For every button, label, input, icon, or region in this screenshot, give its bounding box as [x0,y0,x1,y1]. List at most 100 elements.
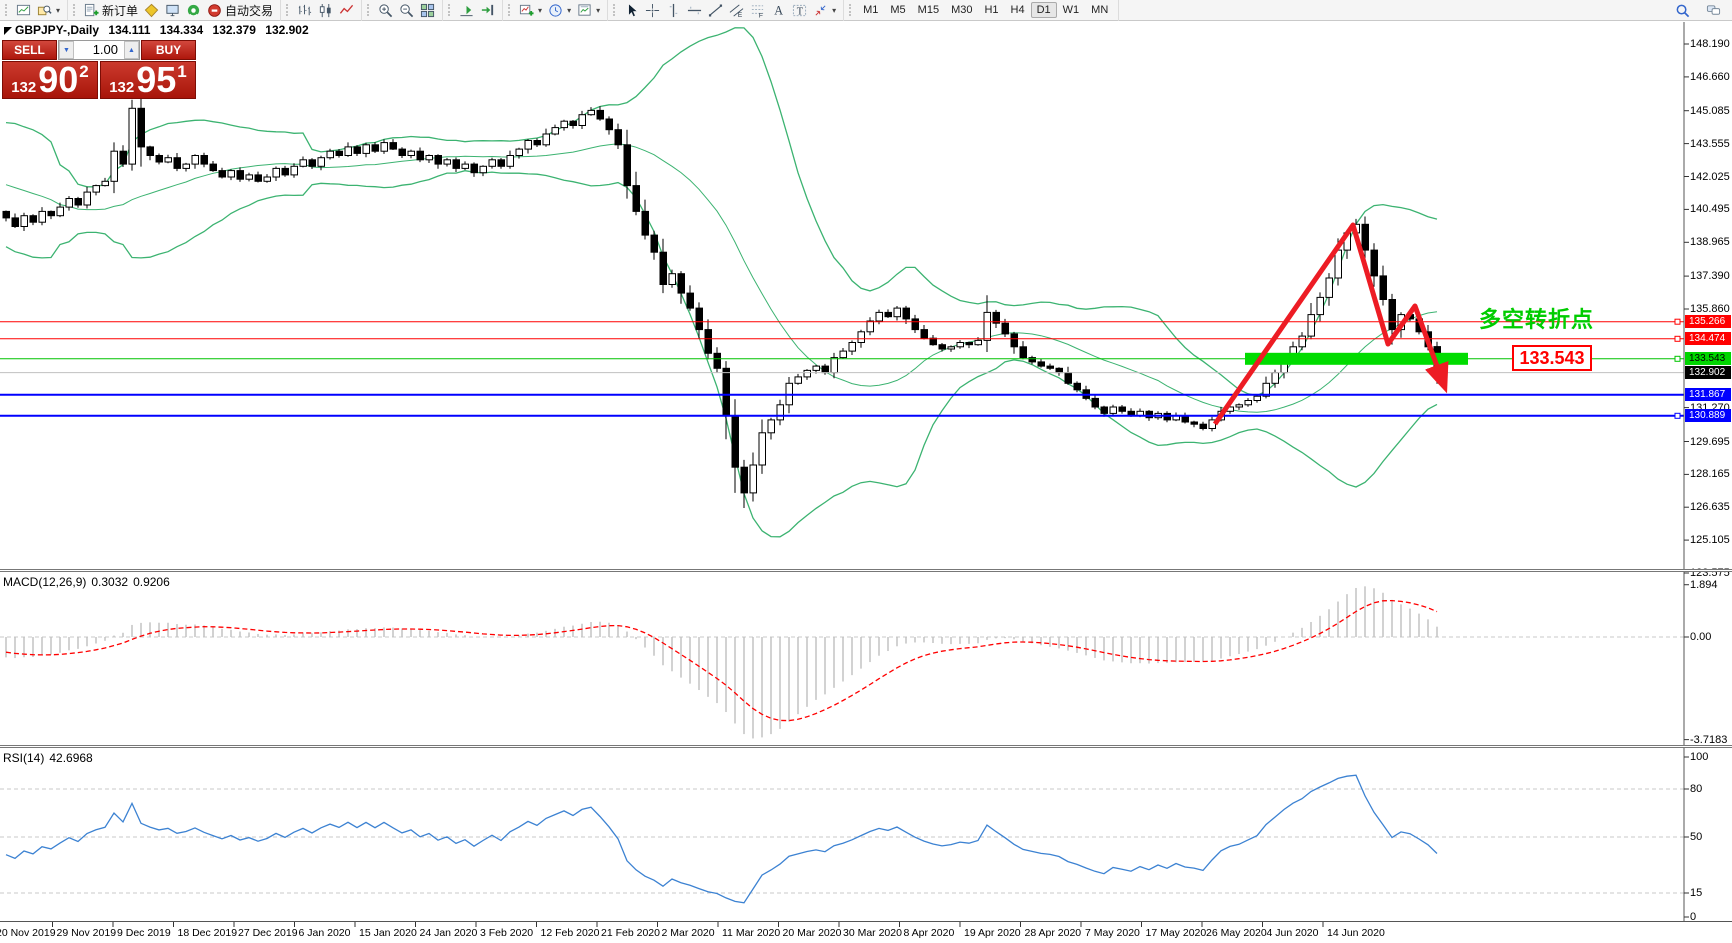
tile-windows-button[interactable] [417,1,438,20]
candle [1145,410,1153,419]
candle [992,311,1000,324]
candle [272,167,280,178]
timeframe-d1-button[interactable]: D1 [1030,2,1057,18]
candle [866,320,874,333]
new-chart-button[interactable] [13,1,34,20]
candle [1028,357,1036,363]
templates-button[interactable]: ▾ [574,1,603,20]
rsi-value: 42.6968 [49,751,93,765]
horizontal-line-icon [688,6,702,14]
line-chart-button[interactable] [336,1,357,20]
timeframe-m30-button[interactable]: M30 [951,4,973,16]
candlestick-chart-button[interactable] [315,1,336,20]
macd-axis-label: 0.00 [1690,631,1712,643]
rsi-pane[interactable] [0,749,1684,921]
candle [389,142,397,150]
date-tick-label: 27 Dec 2019 [238,927,298,939]
candle [119,150,127,165]
new-order-button[interactable]: 新订单 [81,1,141,20]
volume-value[interactable]: 1.00 [92,42,118,57]
vertical-line-button[interactable] [663,1,684,20]
text-button[interactable]: A [768,1,789,20]
search-button[interactable] [1672,1,1693,20]
horizontal-line-button[interactable] [684,1,705,20]
candle [128,107,136,165]
bid-quote[interactable]: 132 90 2 [2,61,98,99]
trend-zigzag-arrow[interactable] [1212,222,1449,426]
chart-shift-button[interactable] [477,1,498,20]
volume-decrease-button[interactable]: ▼ [59,41,74,59]
candle [713,352,721,369]
candle [695,307,703,331]
candle [1100,406,1108,414]
ask-quote[interactable]: 132 95 1 [100,61,196,99]
indicators-button[interactable]: ▾ [516,1,545,20]
candle [506,155,514,167]
autotrading-button[interactable]: 自动交易 [204,1,276,20]
candle [236,170,244,180]
price-badge-132.902: 132.902 [1685,366,1731,380]
dropdown-arrow-icon: ▾ [832,5,837,15]
trendline-button[interactable] [705,1,726,20]
candle [596,109,604,120]
candle [983,311,991,341]
hline-marker [1674,335,1681,342]
date-tick-label: 30 Mar 2020 [843,927,902,939]
mql5-community-button[interactable] [183,1,204,20]
fibonacci-button[interactable]: F [747,1,768,20]
candle [1379,275,1387,300]
timeframe-m5-button[interactable]: M5 [890,4,906,16]
candle [2,210,10,219]
candle [299,159,307,167]
equidistant-channel-button[interactable]: E [726,1,747,20]
chat-button[interactable] [1703,1,1724,20]
chat-icon [1706,4,1721,15]
date-tick-label: 15 Jan 2020 [359,927,417,939]
price-tick-label: 146.660 [1690,70,1730,83]
macd-pane[interactable] [0,573,1684,745]
candle [569,120,577,126]
auto-scroll-button[interactable] [456,1,477,20]
periods-button[interactable]: ▾ [545,1,574,20]
timeframe-m15-button[interactable]: M15 [917,4,940,16]
candle [1298,335,1306,348]
profiles-button[interactable]: ▾ [34,1,63,20]
candle [623,144,631,187]
candle [1370,249,1378,277]
timeframe-h1-button[interactable]: H1 [984,4,999,16]
crosshair-button[interactable] [642,1,663,20]
main-chart-pane[interactable] [0,22,1684,569]
bar-chart-button[interactable] [294,1,315,20]
candle [641,210,649,236]
hline-marker [1674,412,1681,419]
timeframe-h4-button[interactable]: H4 [1010,4,1025,16]
cursor-button[interactable] [621,1,642,20]
toolbar-group-standard: ▾ [0,0,69,21]
timeframe-m1-button[interactable]: M1 [863,4,879,16]
candle [38,210,46,223]
price-tick-label: 129.695 [1690,435,1730,448]
zoom-in-button[interactable] [375,1,396,20]
zoom-out-button[interactable] [396,1,417,20]
candle [587,109,595,116]
pane-splitter-rsi[interactable] [0,745,1732,748]
market-watch-button[interactable] [162,1,183,20]
volume-increase-button[interactable]: ▲ [124,41,139,59]
date-tick-label: 26 May 2020 [1206,927,1267,939]
dropdown-arrow-icon: ▾ [567,5,572,15]
buy-button[interactable]: BUY [141,40,196,60]
candle [137,107,145,148]
arrows-button[interactable]: ▾ [810,1,839,20]
candle [803,369,811,378]
timeframe-w1-button[interactable]: W1 [1062,4,1080,16]
candle [1244,400,1252,406]
pane-splitter-macd[interactable] [0,569,1732,572]
line-chart-icon [339,4,354,14]
timeframe-mn-button[interactable]: MN [1091,4,1109,16]
text-label-button[interactable]: T [789,1,810,20]
bid-big-digits: 90 [38,59,79,101]
metaeditor-button[interactable] [141,1,162,20]
sell-button[interactable]: SELL [2,40,57,60]
support-zone-highlight[interactable] [1245,352,1468,365]
